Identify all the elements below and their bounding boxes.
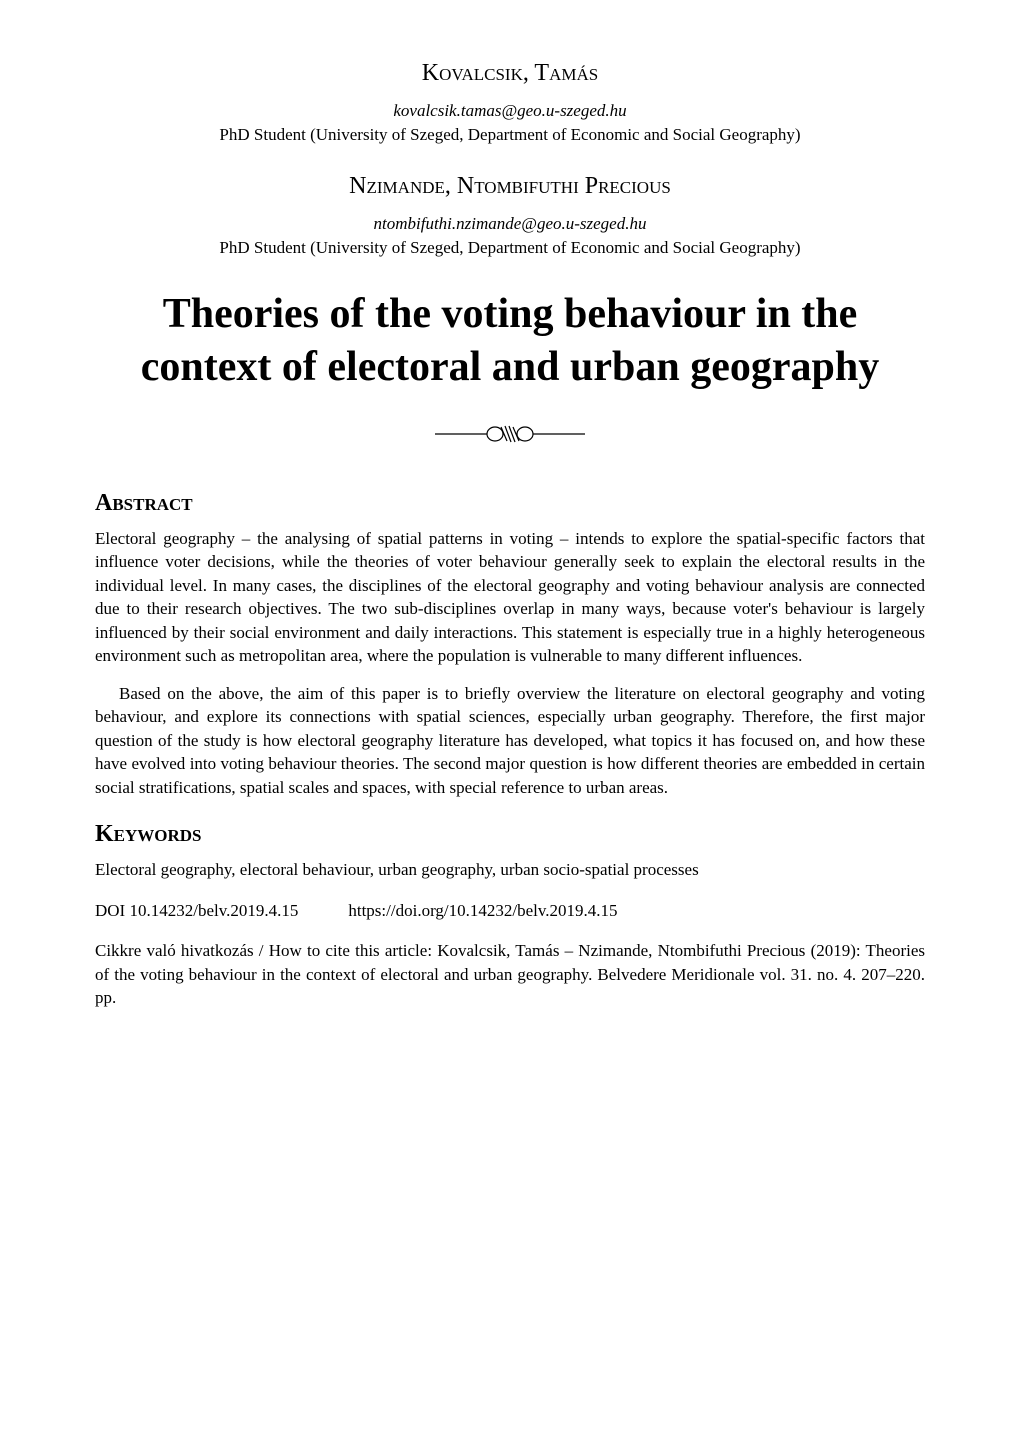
keywords-content: Electoral geography, electoral behaviour…: [95, 858, 925, 881]
author-email-1: kovalcsik.tamas@geo.u-szeged.hu: [95, 101, 925, 121]
citation-text: Cikkre való hivatkozás / How to cite thi…: [95, 939, 925, 1009]
article-title: Theories of the voting behaviour in the …: [95, 288, 925, 393]
doi-line: DOI 10.14232/belv.2019.4.15 https://doi.o…: [95, 901, 925, 921]
doi-url: https://doi.org/10.14232/belv.2019.4.15: [348, 901, 617, 920]
author-affiliation-1: PhD Student (University of Szeged, Depar…: [95, 125, 925, 145]
author-name-1: Kovalcsik, Tamás: [95, 60, 925, 87]
author-name-2: Nzimande, Ntombifuthi Precious: [95, 173, 925, 200]
doi-id: DOI 10.14232/belv.2019.4.15: [95, 901, 298, 920]
abstract-paragraph-1: Electoral geography – the analysing of s…: [95, 527, 925, 668]
abstract-paragraph-2: Based on the above, the aim of this pape…: [95, 682, 925, 799]
author-affiliation-2: PhD Student (University of Szeged, Depar…: [95, 238, 925, 258]
author-email-2: ntombifuthi.nzimande@geo.u-szeged.hu: [95, 214, 925, 234]
abstract-heading: Abstract: [95, 490, 925, 517]
keywords-heading: Keywords: [95, 821, 925, 848]
flourish-ornament-icon: [95, 423, 925, 450]
